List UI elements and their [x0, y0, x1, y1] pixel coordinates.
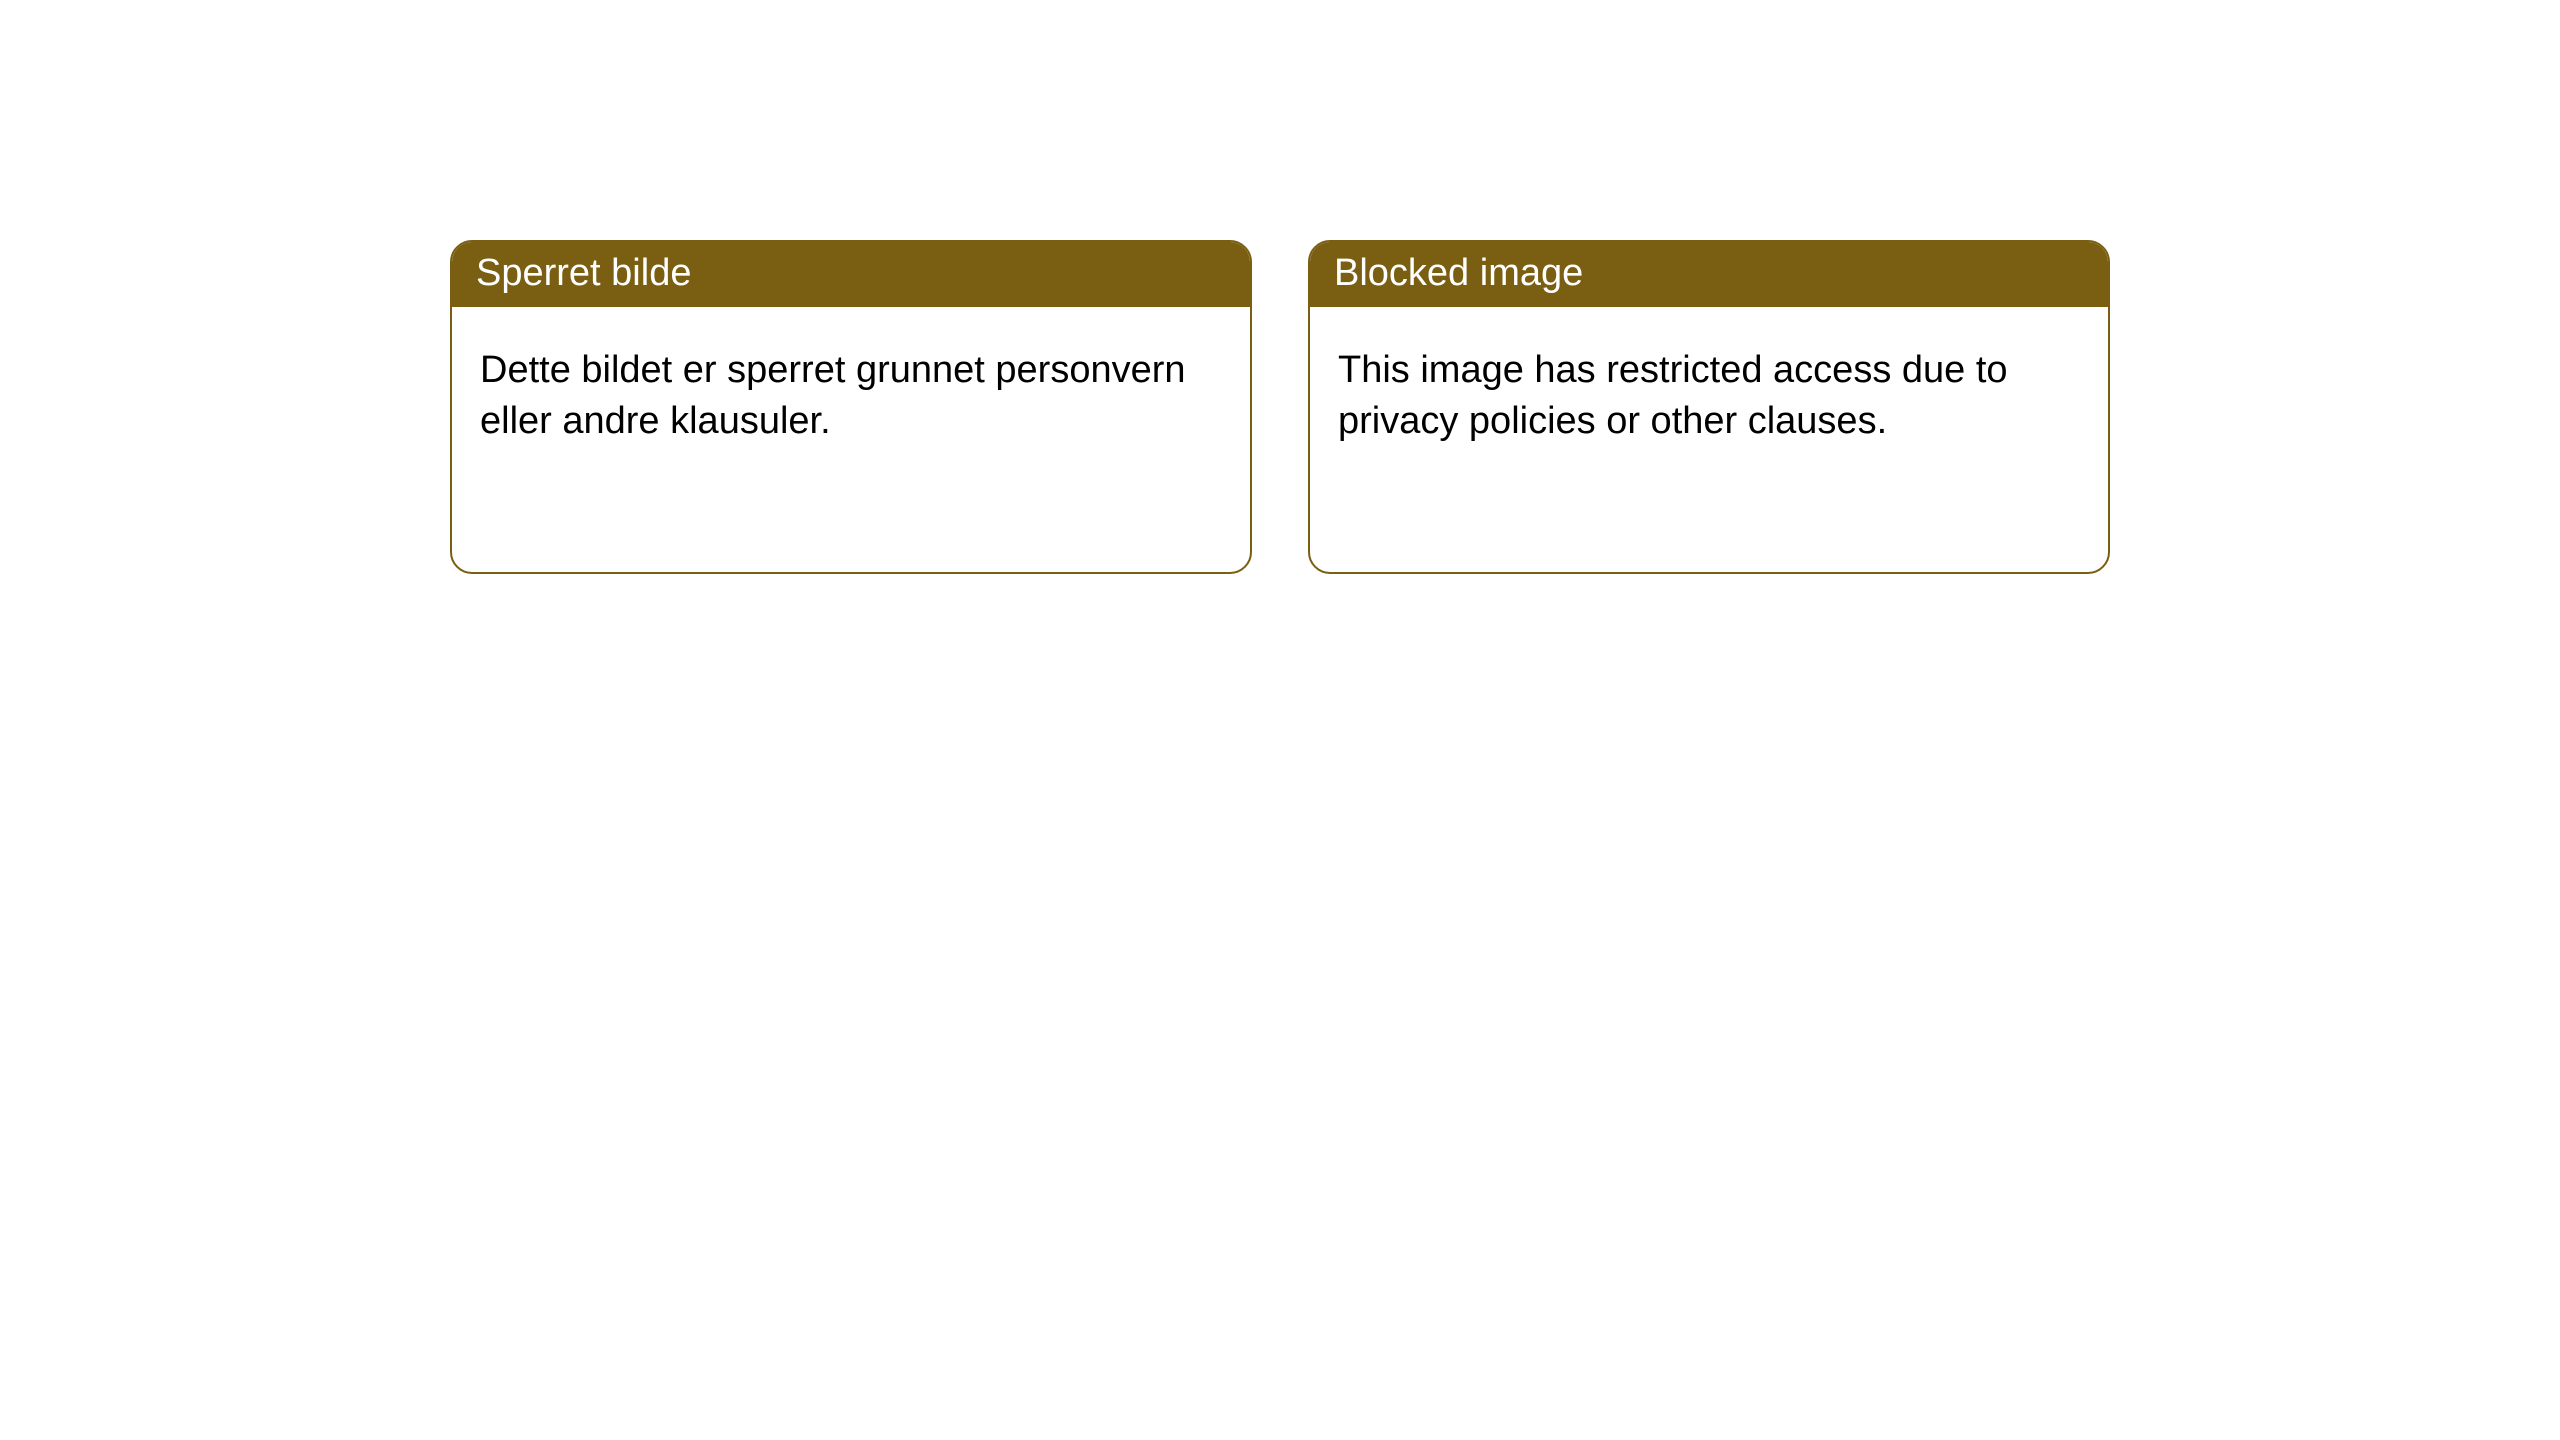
notice-container: Sperret bilde Dette bildet er sperret gr…: [450, 240, 2110, 574]
card-body: Dette bildet er sperret grunnet personve…: [452, 307, 1250, 486]
card-header: Blocked image: [1310, 242, 2108, 307]
notice-card-norwegian: Sperret bilde Dette bildet er sperret gr…: [450, 240, 1252, 574]
card-body: This image has restricted access due to …: [1310, 307, 2108, 486]
card-header: Sperret bilde: [452, 242, 1250, 307]
notice-card-english: Blocked image This image has restricted …: [1308, 240, 2110, 574]
